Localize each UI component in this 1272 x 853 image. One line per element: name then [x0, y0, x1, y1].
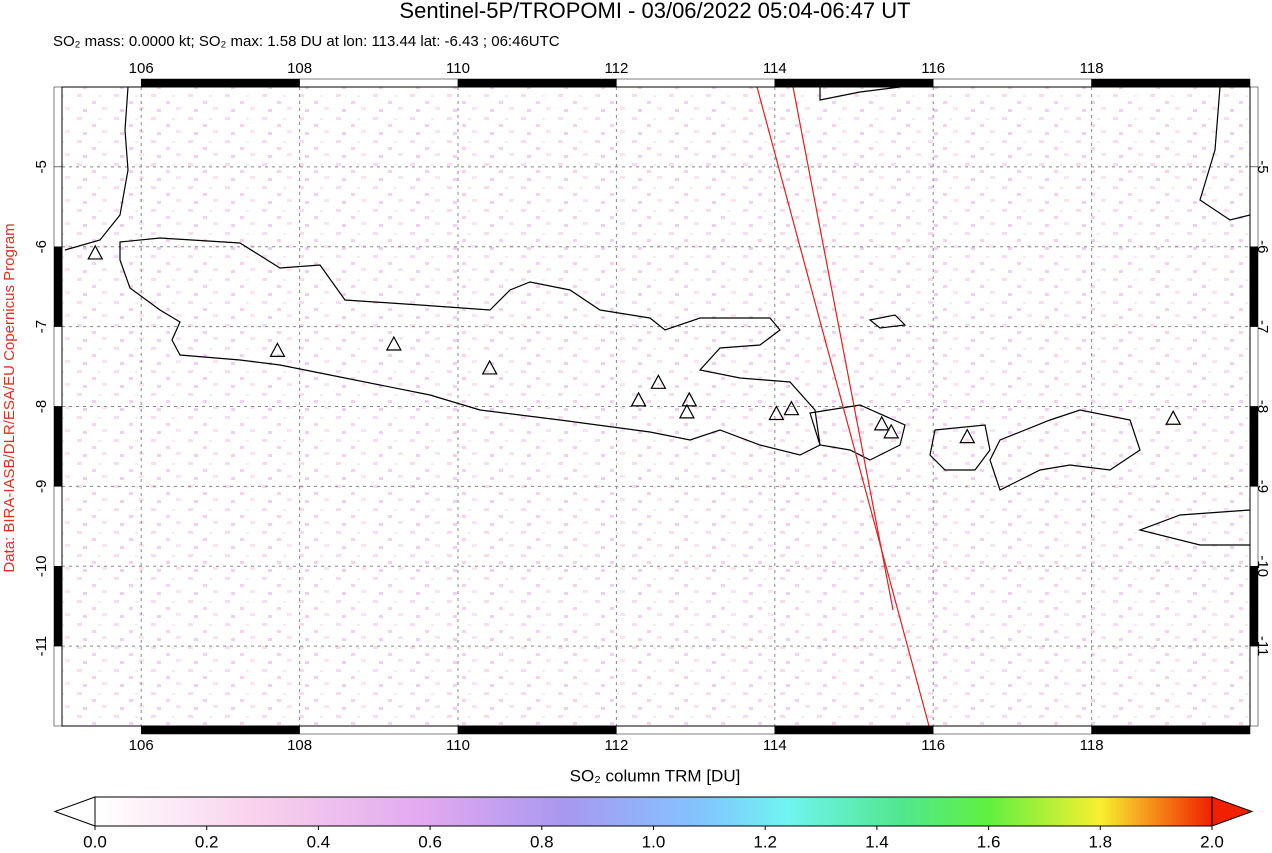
- frame-band: [457, 78, 617, 88]
- volcano: [481, 359, 498, 375]
- frame-band: [1249, 645, 1259, 727]
- colorbar-tick-label: 0.2: [195, 832, 219, 851]
- y-tick-label: -7: [33, 320, 50, 333]
- y-tick-label: -9: [1254, 480, 1271, 493]
- x-tick-label: 114: [763, 60, 787, 77]
- volcano: [768, 405, 785, 421]
- frame-band: [1091, 725, 1251, 735]
- y-tick-label: -11: [1254, 636, 1271, 657]
- x-tick-label: 106: [129, 737, 154, 754]
- colorbar-tick-label: 0.8: [530, 832, 554, 851]
- frame-band: [53, 166, 63, 247]
- x-tick-label: 112: [604, 737, 628, 754]
- colorbar: 0.0 0.2 0.4 0.6 0.8 1.0 1.2 1.4 1.6 1.8 2.0: [53, 796, 1254, 851]
- x-tick-label: 106: [129, 60, 154, 77]
- y-tick-label: -11: [33, 636, 50, 657]
- frame-band: [932, 78, 1092, 88]
- volcano: [269, 342, 286, 357]
- x-tick-label: 110: [446, 737, 470, 754]
- frame-band: [1249, 166, 1259, 247]
- x-tick-label: 116: [921, 60, 945, 77]
- volcano: [678, 403, 695, 419]
- y-tick-label: -8: [33, 400, 50, 413]
- frame-band: [1249, 86, 1259, 168]
- y-tick-label: -9: [33, 480, 50, 493]
- x-tick-label: 114: [763, 737, 787, 754]
- volcano: [873, 415, 890, 431]
- frame-band: [53, 406, 63, 487]
- colorbar-tick-label: 1.8: [1088, 832, 1112, 851]
- frame-band: [457, 725, 617, 735]
- frame-band: [1249, 326, 1259, 407]
- colorbar-tick-label: 0.4: [307, 832, 331, 851]
- colorbar-gradient: [94, 796, 1213, 827]
- frame-band: [616, 78, 776, 88]
- colorbar-tick-label: 1.0: [642, 832, 666, 851]
- colorbar-tick-label: 0.6: [418, 832, 442, 851]
- swath-edges: [756, 87, 930, 726]
- frame-band: [140, 78, 300, 88]
- volcano: [1165, 410, 1182, 425]
- frame-band: [299, 725, 459, 735]
- y-tick-label: -6: [1254, 240, 1271, 253]
- x-tick-label: 116: [921, 737, 945, 754]
- volcano: [650, 374, 667, 389]
- x-tick-label: 112: [604, 60, 628, 77]
- volcano: [385, 335, 402, 351]
- frame-band: [774, 78, 934, 88]
- x-tick-label: 118: [1080, 737, 1104, 754]
- subtitle: SO₂ mass: 0.0000 kt; SO₂ max: 1.58 DU at…: [53, 33, 560, 50]
- frame-band: [1091, 78, 1251, 88]
- x-tick-label: 118: [1080, 60, 1104, 77]
- title: Sentinel-5P/TROPOMI - 03/06/2022 05:04-0…: [399, 0, 910, 23]
- y-tick-label: -10: [33, 555, 50, 577]
- y-tick-label: -8: [1254, 400, 1271, 413]
- frame-band: [1249, 406, 1259, 487]
- volcano: [883, 423, 900, 439]
- frame-band: [616, 725, 776, 735]
- colorbar-label: SO₂ column TRM [DU]: [570, 766, 741, 785]
- coastlines: [64, 87, 1250, 546]
- frame-band: [53, 645, 63, 727]
- frame-band: [53, 486, 63, 567]
- y-tick-label: -10: [1254, 555, 1271, 577]
- frame-band: [1249, 486, 1259, 567]
- frame-band: [932, 725, 1092, 735]
- colorbar-over: [1211, 796, 1254, 827]
- colorbar-tick-label: 0.0: [83, 832, 107, 851]
- map-frame: [61, 86, 1251, 727]
- x-tick-label: 108: [287, 737, 312, 754]
- y-tick-label: -6: [33, 240, 50, 253]
- volcano: [87, 244, 104, 260]
- y-tick-label: -5: [33, 160, 50, 173]
- frame-band: [53, 326, 63, 407]
- volcano: [630, 391, 647, 407]
- frame-band: [299, 78, 459, 88]
- x-tick-label: 110: [446, 60, 470, 77]
- y-tick-label: -5: [1254, 160, 1271, 173]
- volcano: [783, 400, 800, 416]
- credit: Data: BIRA-IASB/DLR/ESA/EU Copernicus Pr…: [1, 223, 18, 572]
- frame-band: [53, 86, 63, 168]
- colorbar-tick-label: 1.6: [977, 832, 1001, 851]
- frame-band: [774, 725, 934, 735]
- colorbar-under: [53, 796, 96, 827]
- frame-band: [140, 725, 300, 735]
- x-tick-label: 108: [287, 60, 312, 77]
- frame-band: [1249, 566, 1259, 647]
- volcano: [681, 391, 698, 407]
- frame-band: [53, 566, 63, 647]
- volcano: [959, 428, 976, 444]
- colorbar-tick-label: 1.2: [753, 832, 777, 851]
- frame-band: [1249, 246, 1259, 327]
- frame-band: [53, 246, 63, 327]
- y-tick-label: -7: [1254, 320, 1271, 333]
- colorbar-tick-label: 2.0: [1200, 832, 1224, 851]
- map-area: [62, 87, 1250, 726]
- colorbar-tick-label: 1.4: [865, 832, 889, 851]
